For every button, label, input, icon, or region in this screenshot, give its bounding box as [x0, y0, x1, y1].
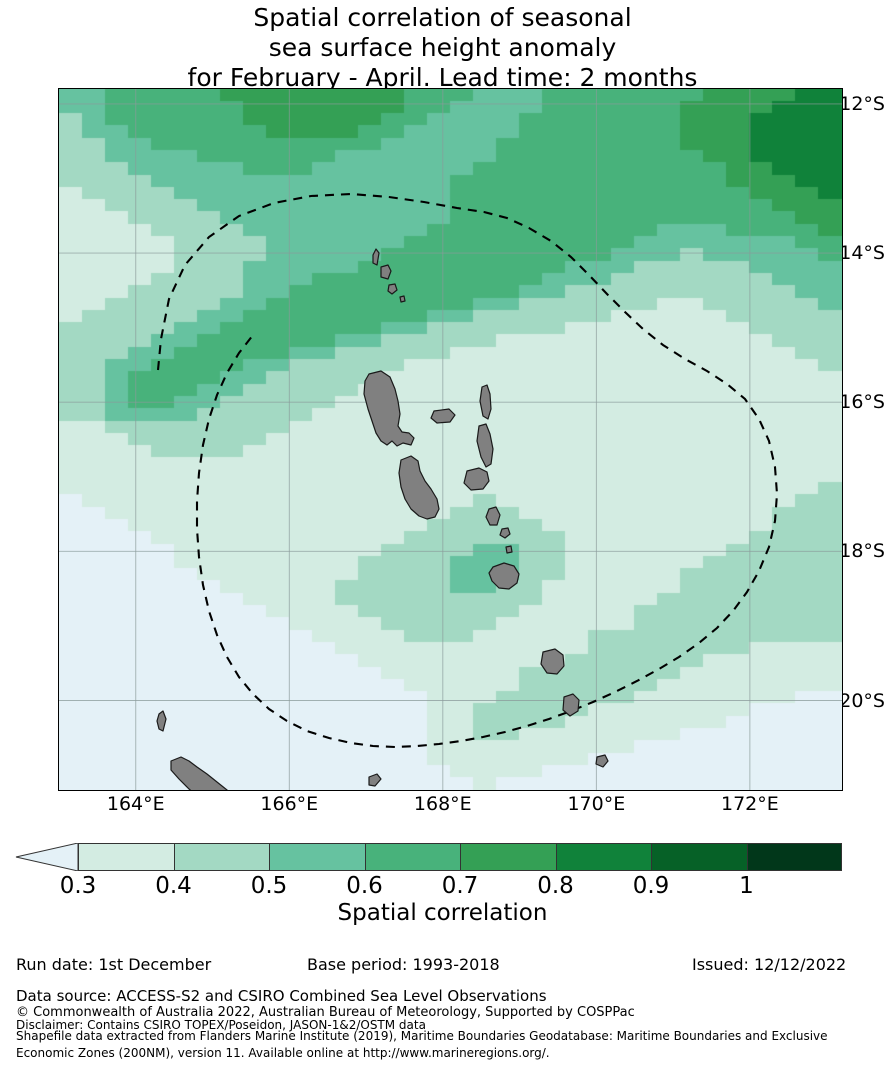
data-source-text: Data source: ACCESS-S2 and CSIRO Combine…: [16, 987, 547, 1005]
run-metadata: Run date: 1st December Base period: 1993…: [0, 955, 885, 979]
island-aoba: [430, 408, 456, 424]
y-tick-4: 20°S: [839, 689, 885, 712]
colorbar-band-5: [555, 843, 651, 871]
correlation-heatmap-canvas: [59, 89, 842, 790]
island-pentecost: [476, 423, 494, 468]
island-tongoa: [499, 527, 511, 539]
y-tick-3: 18°S: [839, 540, 885, 563]
island-maewo: [479, 384, 492, 420]
island-erromango: [540, 648, 565, 675]
island-new-caledonia: [170, 756, 228, 790]
island-gaua: [387, 283, 398, 295]
y-tick-1: 14°S: [839, 242, 885, 265]
colorbar-band-6: [651, 843, 747, 871]
island-ouvea: [368, 773, 382, 787]
colorbar-band-2: [269, 843, 365, 871]
title-line-2: sea surface height anomaly: [268, 33, 617, 62]
island-tanna: [562, 693, 580, 717]
title-line-3: for February - April. Lead time: 2 month…: [187, 63, 698, 92]
island-espiritu-santo: [363, 370, 415, 447]
correlation-map: [58, 88, 843, 791]
page-title: Spatial correlation of seasonal sea surf…: [0, 0, 885, 93]
island-ambrym: [463, 467, 490, 491]
y-tick-2: 16°S: [839, 391, 885, 414]
x-tick-2: 168°E: [413, 793, 472, 815]
x-tick-3: 170°E: [567, 793, 626, 815]
colorbar-tick-1: 0.4: [155, 873, 192, 899]
colorbar-band-3: [364, 843, 460, 871]
colorbar-tick-0: 0.3: [59, 873, 97, 899]
colorbar-band-1: [173, 843, 269, 871]
colorbar-band-0: [78, 843, 174, 871]
island-torres-islands: [372, 248, 380, 266]
colorbar-tick-6: 0.9: [632, 873, 670, 899]
y-tick-0: 12°S: [839, 92, 885, 115]
island-vanua-lava: [380, 264, 392, 280]
colorbar-under-arrow-shape: [15, 843, 78, 871]
island-belep: [156, 710, 167, 732]
island-mere-lava: [399, 295, 406, 303]
x-tick-4: 172°E: [720, 793, 779, 815]
colorbar: 0.3 0.4 0.5 0.6 0.7 0.8 0.9 1: [0, 843, 885, 899]
map-overlay-layer: [59, 89, 842, 790]
title-line-1: Spatial correlation of seasonal: [253, 3, 632, 32]
shapefile-attribution-text: Shapefile data extracted from Flanders M…: [16, 1029, 828, 1060]
island-epi: [485, 506, 501, 526]
issued-date: Issued: 12/12/2022: [692, 955, 847, 974]
island-malakula: [398, 455, 440, 520]
colorbar-band-4: [460, 843, 556, 871]
copyright-text: © Commonwealth of Australia 2022, Austra…: [16, 1005, 635, 1020]
base-period: Base period: 1993-2018: [307, 955, 500, 974]
colorbar-tick-4: 0.7: [441, 873, 479, 899]
island-emae: [505, 545, 513, 554]
x-tick-1: 166°E: [260, 793, 319, 815]
x-tick-0: 164°E: [106, 793, 165, 815]
colorbar-band-7: [746, 843, 842, 871]
disclaimer-text: Disclaimer: Contains CSIRO TOPEX/Poseido…: [16, 1018, 426, 1032]
colorbar-under-arrow: [15, 843, 78, 871]
colorbar-tick-3: 0.6: [346, 873, 383, 899]
island-efate: [488, 562, 520, 590]
island-aneityum: [595, 754, 609, 768]
colorbar-tick-7: 1: [739, 873, 754, 899]
colorbar-tick-5: 0.8: [537, 873, 574, 899]
run-date: Run date: 1st December: [16, 955, 212, 974]
colorbar-bands: [78, 843, 842, 871]
colorbar-axis-label: Spatial correlation: [337, 900, 548, 926]
colorbar-tick-2: 0.5: [250, 873, 288, 899]
